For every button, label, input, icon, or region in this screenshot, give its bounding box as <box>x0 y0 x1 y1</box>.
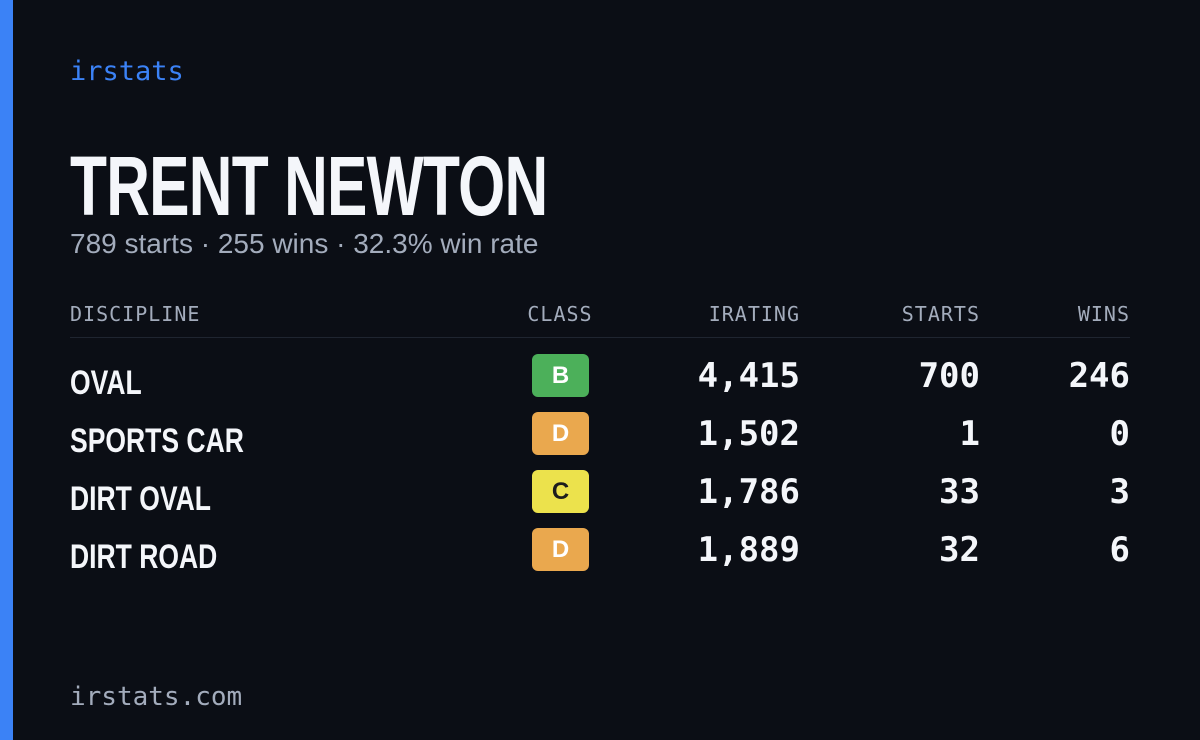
discipline: DIRT ROAD <box>70 538 218 576</box>
starts: 33 <box>939 472 980 512</box>
driver-name: TRENT NEWTON <box>70 139 548 233</box>
column-header: DISCIPLINE <box>70 302 201 326</box>
brand: irstats <box>70 56 184 87</box>
discipline: DIRT OVAL <box>70 480 211 518</box>
wins: 0 <box>1109 414 1130 454</box>
class-badge: D <box>532 528 589 571</box>
discipline: SPORTS CAR <box>70 422 244 460</box>
column-header: IRATING <box>708 302 800 326</box>
accent-bar <box>0 0 13 740</box>
driver-summary: 789 starts · 255 wins · 32.3% win rate <box>70 228 539 259</box>
irating: 4,415 <box>697 356 800 396</box>
column-header: CLASS <box>527 302 593 326</box>
class-badge: C <box>532 470 589 513</box>
column-header: WINS <box>1077 302 1130 326</box>
wins: 246 <box>1068 356 1130 396</box>
class-badge: B <box>532 354 589 397</box>
column-header: STARTS <box>901 302 980 326</box>
starts: 1 <box>959 414 980 454</box>
starts: 32 <box>939 530 980 570</box>
irating: 1,502 <box>697 414 800 454</box>
discipline: OVAL <box>70 364 142 402</box>
irating: 1,786 <box>697 472 800 512</box>
starts: 700 <box>918 356 980 396</box>
footer: irstats.com <box>70 682 243 712</box>
irating: 1,889 <box>697 530 800 570</box>
wins: 6 <box>1109 530 1130 570</box>
wins: 3 <box>1109 472 1130 512</box>
divider <box>70 337 1130 338</box>
class-badge: D <box>532 412 589 455</box>
